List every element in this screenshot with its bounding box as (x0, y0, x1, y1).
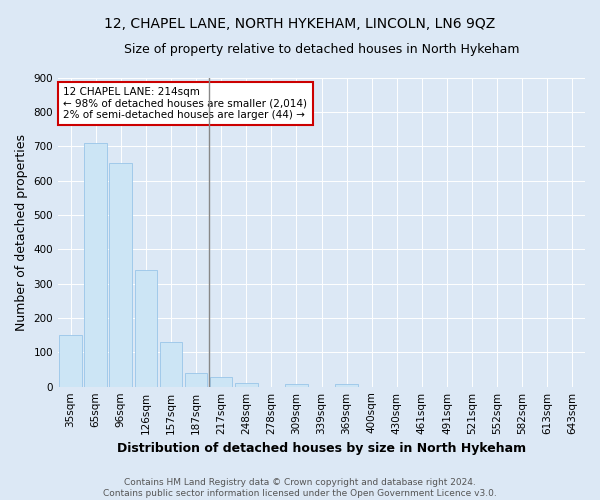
Bar (210, 378, 232, 386)
Bar (109, 164, 132, 386)
Title: Size of property relative to detached houses in North Hykeham: Size of property relative to detached ho… (124, 42, 519, 56)
Text: 12 CHAPEL LANE: 214sqm
← 98% of detached houses are smaller (2,014)
2% of semi-d: 12 CHAPEL LANE: 214sqm ← 98% of detached… (64, 87, 307, 120)
Y-axis label: Number of detached properties: Number of detached properties (15, 134, 28, 330)
Bar (59, 335, 82, 386)
Bar (160, 342, 182, 386)
Bar (134, 270, 157, 386)
Bar (235, 383, 257, 386)
Bar (85, 143, 107, 386)
Text: 12, CHAPEL LANE, NORTH HYKEHAM, LINCOLN, LN6 9QZ: 12, CHAPEL LANE, NORTH HYKEHAM, LINCOLN,… (104, 18, 496, 32)
Bar (285, 384, 308, 386)
Bar (335, 384, 358, 386)
Bar (185, 373, 208, 386)
X-axis label: Distribution of detached houses by size in North Hykeham: Distribution of detached houses by size … (117, 442, 526, 455)
Text: Contains HM Land Registry data © Crown copyright and database right 2024.
Contai: Contains HM Land Registry data © Crown c… (103, 478, 497, 498)
